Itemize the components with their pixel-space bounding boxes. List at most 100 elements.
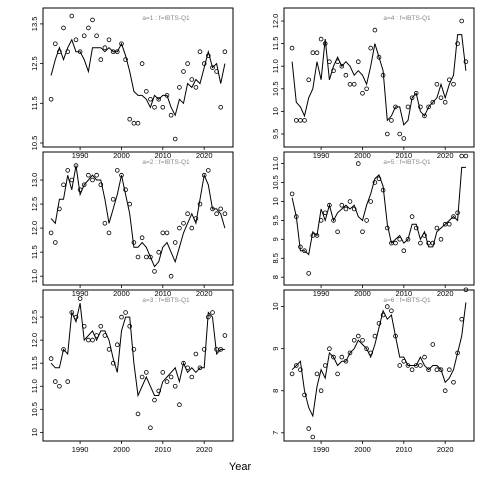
observed-point xyxy=(355,161,361,166)
observed-point xyxy=(302,118,307,123)
observed-point xyxy=(463,59,469,64)
observed-point xyxy=(343,358,349,364)
y-tick-label: 9.5 xyxy=(271,215,280,225)
y-tick-label: 10.5 xyxy=(271,175,280,190)
panel-1: a=1 : f=IBTS-Q1 1990 2000 2010 2020 10.5 11.5 1… xyxy=(30,7,234,160)
observed-point xyxy=(52,41,58,47)
observed-point xyxy=(177,85,182,90)
observed-point xyxy=(413,225,419,231)
observed-point xyxy=(351,206,357,212)
observed-point xyxy=(127,116,132,122)
x-axis-label: Year xyxy=(229,461,252,473)
observed-point xyxy=(351,337,357,343)
observed-point xyxy=(298,367,303,373)
observed-point xyxy=(189,374,195,380)
panel-4: a=5 : f=IBTS-Q1 1990 2000 2010 2020 8 8.5 9 9.5 1… xyxy=(271,151,475,298)
observed-point xyxy=(94,33,99,39)
observed-point xyxy=(197,201,203,207)
observed-point xyxy=(131,120,137,126)
y-tick-label: 10.5 xyxy=(271,81,280,96)
observed-point xyxy=(327,346,332,352)
observed-point xyxy=(302,248,307,254)
panel-title: a=5 : f=IBTS-Q1 xyxy=(383,159,431,166)
observed-point xyxy=(331,354,336,360)
panel-3: a=2 : f=IBTS-Q1 1990 2000 2010 2020 11.0 11.5 1… xyxy=(30,151,234,298)
observed-point xyxy=(364,218,369,223)
observed-point xyxy=(331,218,336,223)
observed-point xyxy=(310,434,316,440)
x-tick-label: 2000 xyxy=(113,151,130,160)
observed-point xyxy=(98,57,104,62)
y-tick-label: 10.5 xyxy=(30,402,39,417)
observed-point xyxy=(106,37,112,43)
observed-point xyxy=(193,216,199,221)
observed-point xyxy=(418,104,423,110)
fitted-line xyxy=(291,34,467,126)
fitted-line xyxy=(291,302,467,418)
observed-point xyxy=(393,333,398,339)
observed-point xyxy=(61,347,66,352)
observed-point xyxy=(347,199,353,204)
observed-point xyxy=(119,41,124,47)
y-tick-label: 11.5 xyxy=(30,245,39,259)
x-tick-label: 1990 xyxy=(72,289,89,298)
panel-frame xyxy=(283,151,475,286)
observed-point xyxy=(115,342,120,348)
observed-point xyxy=(102,333,108,338)
y-tick-label: 8 xyxy=(271,389,280,393)
observed-point xyxy=(148,425,153,431)
observed-point xyxy=(222,49,228,54)
observed-point xyxy=(135,411,141,417)
observed-point xyxy=(372,27,378,33)
observed-point xyxy=(218,206,224,212)
observed-point xyxy=(314,50,320,55)
observed-point xyxy=(222,211,228,217)
observed-point xyxy=(327,202,332,208)
observed-point xyxy=(335,229,340,235)
observed-point xyxy=(355,333,361,339)
panel-title: a=4 : f=IBTS-Q1 xyxy=(383,15,431,22)
observed-point xyxy=(368,45,374,51)
observed-point xyxy=(144,89,149,94)
observed-point xyxy=(422,354,427,360)
x-tick-label: 2020 xyxy=(196,445,213,454)
observed-point xyxy=(48,356,54,361)
observed-point xyxy=(131,347,137,352)
y-tick-label: 8.5 xyxy=(271,253,280,263)
observed-point xyxy=(451,82,456,87)
observed-point xyxy=(73,163,79,168)
observed-point xyxy=(86,337,91,343)
observed-point xyxy=(185,61,190,66)
observed-point xyxy=(69,310,75,315)
observed-point xyxy=(210,310,215,315)
observed-point xyxy=(90,337,95,343)
observed-point xyxy=(318,388,324,394)
observed-point xyxy=(434,367,440,373)
x-tick-label: 2020 xyxy=(437,445,454,454)
panel-title: a=3 : f=IBTS-Q1 xyxy=(142,297,190,304)
observed-point xyxy=(177,225,182,231)
y-tick-label: 9 xyxy=(271,237,280,241)
y-tick-label: 11.0 xyxy=(271,59,280,73)
observed-point xyxy=(430,240,436,246)
observed-point xyxy=(172,240,178,245)
observed-point xyxy=(106,347,112,352)
x-tick-label: 2000 xyxy=(354,289,371,298)
observed-point xyxy=(181,69,186,74)
observed-point xyxy=(401,136,407,141)
panel-title: a=1 : f=IBTS-Q1 xyxy=(142,15,190,22)
observed-point xyxy=(459,18,465,24)
observed-point xyxy=(106,230,112,236)
y-tick-label: 12.0 xyxy=(271,14,280,29)
observed-point xyxy=(73,37,79,43)
observed-point xyxy=(131,240,137,245)
observed-point xyxy=(310,233,316,238)
observed-point xyxy=(160,370,166,375)
x-tick-label: 1990 xyxy=(72,151,89,160)
observed-point xyxy=(409,214,415,219)
observed-point xyxy=(384,304,390,309)
observed-point xyxy=(152,397,157,403)
observed-point xyxy=(380,72,386,78)
observed-point xyxy=(81,33,87,39)
observed-point xyxy=(52,379,58,384)
